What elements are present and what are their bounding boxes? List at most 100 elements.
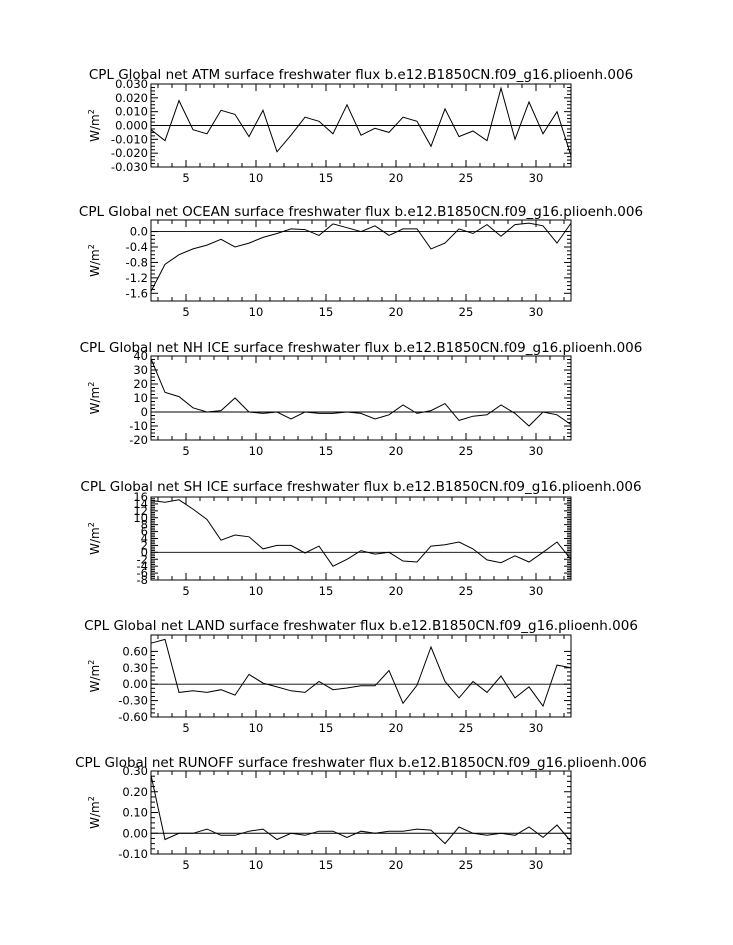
- x-tick-label: 20: [389, 444, 404, 458]
- y-tick-label: -8: [137, 573, 148, 587]
- chart-panel-6: CPL Global net RUNOFF surface freshwater…: [75, 755, 647, 872]
- y-axis-label-superscript: 2: [87, 660, 96, 665]
- y-axis-label-unit: W/m: [88, 387, 102, 415]
- panel-title: CPL Global net ATM surface freshwater fl…: [89, 67, 633, 83]
- y-tick-label: 0.30: [122, 661, 148, 675]
- x-tick-label: 10: [249, 171, 264, 185]
- panel-title: CPL Global net LAND surface freshwater f…: [84, 618, 638, 634]
- y-tick-label: -4: [137, 559, 148, 573]
- y-axis-label-unit: W/m: [88, 665, 102, 693]
- panel-title: CPL Global net NH ICE surface freshwater…: [80, 340, 643, 356]
- y-tick-label: 0.010: [115, 105, 148, 119]
- y-tick-label: 40: [133, 349, 148, 363]
- y-tick-label: 6: [141, 525, 148, 539]
- y-tick-label: 2: [141, 538, 148, 552]
- x-tick-label: 10: [249, 858, 264, 872]
- y-tick-label: 0.030: [115, 77, 148, 91]
- x-tick-label: 15: [319, 858, 334, 872]
- plot-frame: [150, 496, 572, 581]
- series-line: [150, 774, 572, 845]
- x-tick-label: 5: [182, 858, 189, 872]
- x-tick-label: 15: [319, 305, 334, 319]
- x-tick-label: 30: [529, 444, 544, 458]
- chart-panel-3: CPL Global net NH ICE surface freshwater…: [80, 340, 643, 458]
- x-tick-label: 15: [319, 584, 334, 598]
- x-tick-label: 20: [389, 721, 404, 735]
- chart-panel-5: CPL Global net LAND surface freshwater f…: [84, 618, 638, 735]
- series-line: [150, 638, 572, 708]
- x-tick-label: 5: [182, 721, 189, 735]
- y-tick-label: -20: [129, 433, 148, 447]
- y-tick-label: 0.0: [130, 225, 148, 239]
- y-tick-label: 0.60: [122, 644, 148, 658]
- y-axis-label-unit: W/m: [88, 249, 102, 277]
- x-tick-label: 20: [389, 584, 404, 598]
- y-axis-label-superscript: 2: [87, 382, 96, 387]
- plot-frame: [150, 634, 572, 718]
- x-tick-label: 5: [182, 444, 189, 458]
- y-axis-label-unit: W/m: [88, 527, 102, 555]
- x-tick-label: 15: [319, 444, 334, 458]
- y-axis-label-superscript: 2: [87, 522, 96, 527]
- y-tick-label: -0.4: [126, 240, 148, 254]
- series-line: [150, 86, 572, 157]
- y-tick-label: 0.30: [122, 764, 148, 778]
- x-tick-label: 25: [459, 171, 474, 185]
- chart-panel-2: CPL Global net OCEAN surface freshwater …: [79, 204, 643, 319]
- y-tick-label: -0.8: [126, 255, 148, 269]
- y-tick-label: 14: [133, 497, 148, 511]
- panel-title: CPL Global net RUNOFF surface freshwater…: [75, 755, 647, 771]
- y-tick-label: 10: [133, 511, 148, 525]
- x-tick-label: 25: [459, 305, 474, 319]
- y-tick-label: 0.00: [122, 677, 148, 691]
- y-tick-label: 16: [133, 490, 148, 504]
- x-tick-label: 5: [182, 305, 189, 319]
- x-tick-label: 10: [249, 584, 264, 598]
- x-tick-label: 20: [389, 171, 404, 185]
- y-axis-label: W/m2: [87, 522, 102, 555]
- y-tick-label: 0: [141, 405, 148, 419]
- panel-title: CPL Global net OCEAN surface freshwater …: [79, 204, 643, 220]
- x-tick-label: 5: [182, 171, 189, 185]
- x-tick-label: 10: [249, 721, 264, 735]
- y-tick-label: -0.030: [111, 160, 148, 174]
- y-tick-label: -10: [129, 419, 148, 433]
- y-tick-label: -1.2: [126, 271, 148, 285]
- x-tick-label: 25: [459, 858, 474, 872]
- x-tick-label: 30: [529, 584, 544, 598]
- y-tick-label: 0.10: [122, 806, 148, 820]
- x-tick-label: 15: [319, 721, 334, 735]
- x-tick-label: 5: [182, 584, 189, 598]
- x-tick-label: 30: [529, 305, 544, 319]
- y-axis-label: W/m2: [87, 796, 102, 829]
- x-tick-label: 20: [389, 858, 404, 872]
- chart-panel-1: CPL Global net ATM surface freshwater fl…: [87, 67, 633, 185]
- plot-frame: [150, 355, 572, 441]
- y-tick-label: -6: [137, 566, 148, 580]
- series-line: [150, 358, 572, 427]
- x-tick-label: 30: [529, 721, 544, 735]
- y-tick-label: 0.00: [122, 826, 148, 840]
- y-tick-label: -0.010: [111, 132, 148, 146]
- x-tick-label: 15: [319, 171, 334, 185]
- y-tick-label: -0.60: [118, 710, 148, 724]
- x-tick-label: 20: [389, 305, 404, 319]
- x-tick-label: 25: [459, 721, 474, 735]
- y-tick-label: 10: [133, 391, 148, 405]
- x-tick-label: 10: [249, 305, 264, 319]
- y-tick-label: -1.6: [126, 286, 148, 300]
- y-axis-label-superscript: 2: [87, 796, 96, 801]
- y-tick-label: -0.10: [118, 847, 148, 861]
- y-tick-label: 12: [133, 504, 148, 518]
- y-tick-label: 20: [133, 377, 148, 391]
- y-axis-label-superscript: 2: [87, 244, 96, 249]
- y-axis-label-unit: W/m: [88, 801, 102, 829]
- series-line: [150, 499, 572, 567]
- y-tick-label: 8: [141, 518, 148, 532]
- y-axis-label-superscript: 2: [87, 109, 96, 114]
- y-tick-label: 0.020: [115, 91, 148, 105]
- x-tick-label: 25: [459, 584, 474, 598]
- y-tick-label: -2: [137, 552, 148, 566]
- chart-panel-4: CPL Global net SH ICE surface freshwater…: [80, 479, 641, 598]
